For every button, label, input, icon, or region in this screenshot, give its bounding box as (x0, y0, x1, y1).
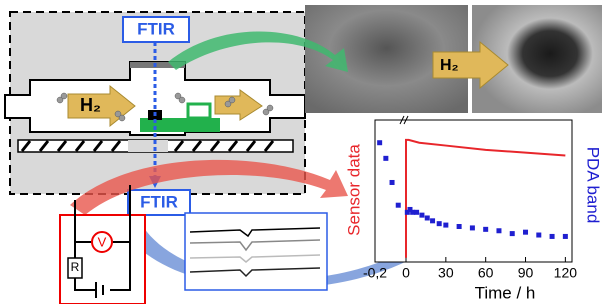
ftir-label: FTIR (140, 192, 178, 211)
x-axis-label: Time / h (475, 283, 536, 302)
figure: H₂ FTIR FTIR H₂ V R Sensor data PDA band… (0, 0, 606, 304)
data-point (419, 213, 424, 218)
data-point (483, 227, 488, 232)
data-point (396, 203, 401, 208)
data-point (414, 210, 419, 215)
data-point (563, 234, 568, 239)
ftir-label: FTIR (137, 19, 175, 38)
data-point (510, 231, 515, 236)
spectra-inset (185, 213, 327, 290)
y-axis-label: Sensor data (344, 144, 363, 236)
x-tick-label: -0,2 (363, 265, 387, 281)
data-point (430, 218, 435, 223)
x-tick-label: 0 (402, 265, 410, 281)
data-point (550, 234, 555, 239)
plot-frame (375, 120, 572, 262)
h2-label: H₂ (440, 57, 459, 74)
data-point (425, 215, 430, 220)
data-point (496, 228, 501, 233)
x-tick-label: 90 (518, 265, 534, 281)
h2-label: H₂ (80, 95, 101, 115)
data-point (383, 156, 388, 161)
data-point (536, 233, 541, 238)
data-point (457, 224, 462, 229)
x-tick-label: 60 (478, 265, 494, 281)
voltmeter-label: V (98, 234, 107, 249)
data-point (390, 180, 395, 185)
data-point (523, 230, 528, 235)
window-gap (128, 140, 168, 152)
data-point (437, 221, 442, 226)
resistor-label: R (71, 260, 80, 274)
data-point (470, 225, 475, 230)
x-tick-label: 30 (438, 265, 454, 281)
data-point (377, 140, 382, 145)
y2-axis-label: PDA band (584, 147, 603, 224)
data-point (443, 223, 448, 228)
x-tick-label: 120 (554, 265, 578, 281)
sensor-base (140, 118, 220, 132)
